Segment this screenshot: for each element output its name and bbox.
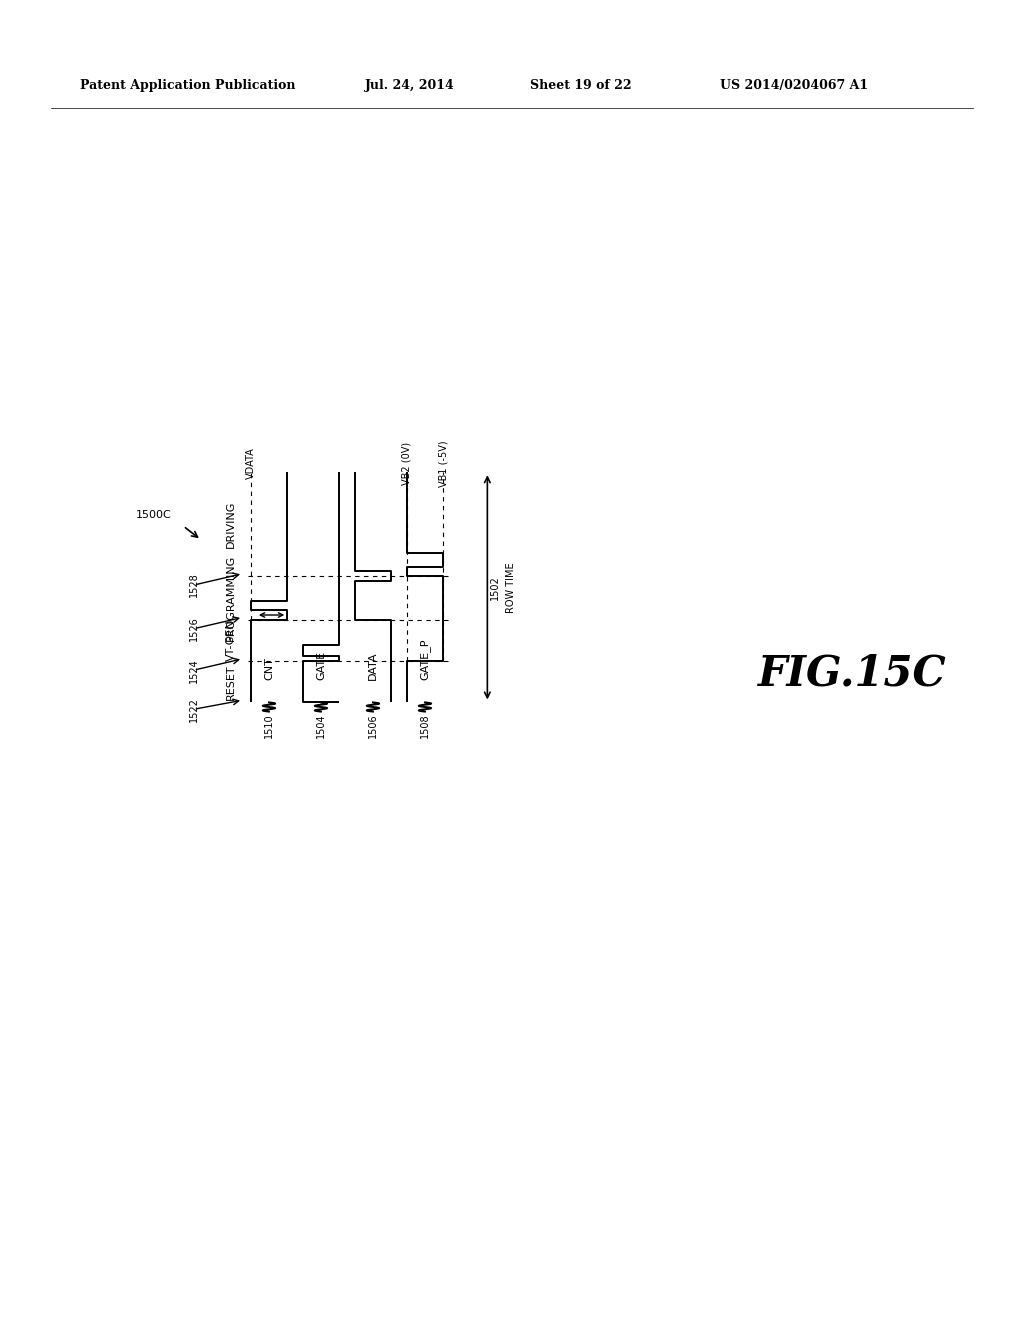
- Text: GATE: GATE: [316, 651, 326, 680]
- Text: 1500C: 1500C: [135, 510, 171, 520]
- Text: FIG.15C: FIG.15C: [758, 652, 946, 694]
- Text: GATE_P: GATE_P: [420, 639, 430, 680]
- Text: DATA: DATA: [368, 652, 378, 680]
- Text: VT-GEN: VT-GEN: [225, 619, 236, 661]
- Text: VB2 (0V): VB2 (0V): [401, 442, 412, 484]
- Text: 1524: 1524: [188, 657, 199, 682]
- Text: DRIVING: DRIVING: [225, 500, 236, 548]
- Text: CNT: CNT: [264, 657, 274, 680]
- Text: PROGRAMMING: PROGRAMMING: [225, 554, 236, 642]
- Text: VB1 (-5V): VB1 (-5V): [438, 440, 449, 487]
- Text: 1508: 1508: [420, 713, 430, 738]
- Text: US 2014/0204067 A1: US 2014/0204067 A1: [720, 79, 868, 92]
- Text: Jul. 24, 2014: Jul. 24, 2014: [365, 79, 455, 92]
- Text: 1510: 1510: [264, 713, 274, 738]
- Text: 1522: 1522: [188, 697, 199, 722]
- Text: 1528: 1528: [188, 573, 199, 598]
- Text: Sheet 19 of 22: Sheet 19 of 22: [530, 79, 632, 92]
- Text: RESET: RESET: [225, 664, 236, 700]
- Text: 1504: 1504: [316, 713, 326, 738]
- Text: 1526: 1526: [188, 616, 199, 642]
- Text: VDATA: VDATA: [246, 447, 256, 479]
- Text: Patent Application Publication: Patent Application Publication: [80, 79, 296, 92]
- Text: 1506: 1506: [368, 713, 378, 738]
- Text: 1502: 1502: [490, 576, 500, 599]
- Text: ROW TIME: ROW TIME: [506, 562, 516, 612]
